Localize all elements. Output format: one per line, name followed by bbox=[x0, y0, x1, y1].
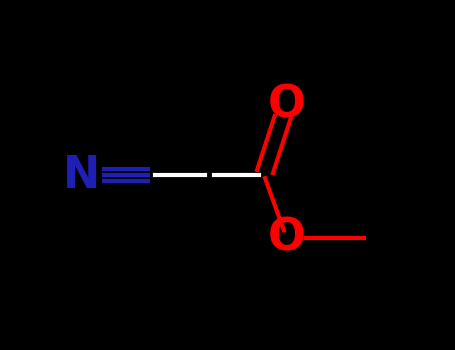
Text: O: O bbox=[268, 217, 306, 259]
Text: N: N bbox=[63, 154, 101, 196]
Text: O: O bbox=[268, 84, 306, 126]
